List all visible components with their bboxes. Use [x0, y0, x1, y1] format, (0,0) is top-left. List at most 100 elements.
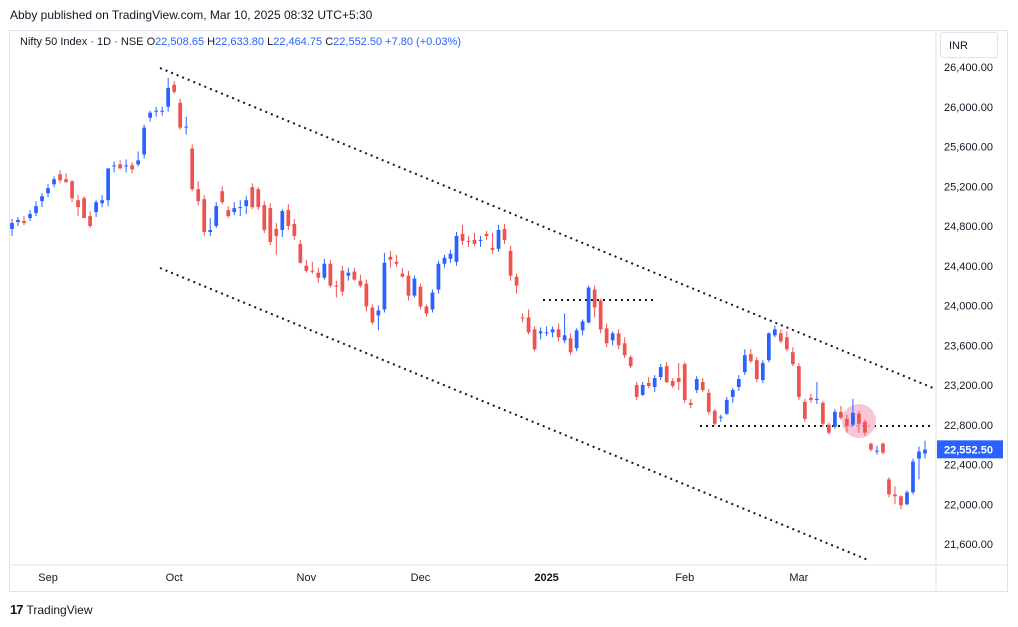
candle-body	[382, 262, 387, 310]
candle-body	[412, 278, 417, 296]
candle-body	[875, 450, 879, 452]
candle-body	[52, 179, 56, 185]
x-tick-label: Oct	[166, 572, 183, 584]
candle-body	[544, 332, 549, 334]
candle-body	[796, 366, 801, 397]
candle-body	[586, 287, 591, 323]
candle-body	[784, 337, 789, 350]
candle-body	[430, 292, 435, 310]
tradingview-logo-icon[interactable]: 17	[10, 602, 24, 617]
candle-body	[220, 191, 225, 203]
candle-body	[454, 235, 459, 262]
candle-body	[64, 179, 68, 183]
candle-body	[730, 389, 735, 397]
candle-body	[250, 187, 255, 208]
candle-body	[124, 165, 128, 167]
candle-body	[568, 338, 573, 353]
candle-body	[82, 198, 86, 219]
candle-body	[298, 243, 303, 263]
candle-body	[610, 333, 615, 341]
brand-label[interactable]: TradingView	[26, 602, 93, 617]
high-value: 22,633.80	[215, 36, 265, 48]
candle-body	[172, 84, 177, 92]
x-tick-label: Sep	[38, 572, 58, 584]
open-value: 22,508.65	[155, 36, 205, 48]
candle-body	[676, 378, 681, 383]
candle-body	[100, 200, 104, 204]
open-label: O	[146, 36, 156, 48]
candle-body	[322, 263, 327, 278]
candle-body	[556, 329, 561, 338]
candle-body	[694, 379, 699, 390]
candle-body	[364, 283, 369, 307]
candle-body	[893, 494, 897, 497]
candle-body	[526, 317, 531, 333]
candle-body	[736, 379, 741, 387]
candle-body	[923, 449, 927, 454]
candle-body	[106, 168, 110, 201]
candle-body	[70, 181, 74, 199]
candle-body	[292, 224, 297, 236]
candle-body	[10, 223, 14, 229]
candle-body	[418, 286, 423, 307]
candle-body	[778, 333, 783, 342]
candle-body	[496, 229, 501, 249]
candle-body	[628, 357, 633, 367]
candle-body	[754, 360, 759, 380]
time-axis: Sep Oct Nov Dec 2025 Feb Mar	[9, 564, 1008, 584]
candle-body	[346, 272, 351, 276]
candle-body	[148, 112, 153, 118]
candle-body	[466, 240, 471, 242]
candle-body	[616, 333, 621, 346]
candle-body	[184, 126, 189, 128]
candle-body	[88, 216, 92, 226]
candle-body	[154, 110, 159, 112]
candle-body	[214, 206, 219, 226]
candle-body	[664, 366, 669, 383]
candle-body	[280, 211, 285, 230]
candle-body	[640, 385, 645, 395]
candle-body	[202, 199, 207, 232]
candle-body	[809, 397, 813, 400]
candle-body	[724, 399, 729, 414]
y-tick-label: 24,800.00	[944, 221, 993, 233]
candle-body	[352, 271, 357, 280]
candle-body	[46, 188, 50, 194]
candle-body	[244, 200, 249, 207]
candle-body	[340, 270, 345, 292]
currency-button[interactable]: INR	[940, 32, 998, 58]
candle-body	[748, 354, 753, 362]
candle-body	[815, 398, 819, 400]
candle-body	[682, 364, 687, 400]
candle-body	[562, 335, 567, 341]
y-tick-label: 23,600.00	[944, 340, 993, 352]
candle-body	[190, 148, 195, 190]
candle-body	[376, 310, 381, 316]
candle-body	[772, 329, 777, 336]
candle-body	[845, 418, 849, 426]
candle-body	[232, 208, 237, 213]
candle-body	[580, 321, 585, 331]
candle-body	[178, 102, 183, 128]
y-tick-label: 22,000.00	[944, 499, 993, 511]
candle-body	[688, 402, 693, 405]
candle-body	[869, 443, 873, 450]
candle-body	[911, 461, 915, 493]
candle-body	[658, 367, 663, 378]
candle-body	[833, 411, 837, 427]
candle-body	[766, 333, 771, 361]
candle-body	[274, 228, 279, 236]
candle-body	[803, 401, 807, 419]
candle-body	[166, 87, 171, 107]
candle-body	[208, 229, 213, 232]
candle-body	[268, 208, 273, 242]
candle-body	[262, 205, 267, 230]
candle-body	[508, 250, 513, 276]
candle-body	[863, 421, 867, 433]
candle-body	[742, 355, 747, 373]
candle-body	[622, 343, 627, 356]
candle-body	[196, 189, 201, 202]
candle-body	[592, 289, 597, 308]
low-label: L	[267, 36, 274, 48]
